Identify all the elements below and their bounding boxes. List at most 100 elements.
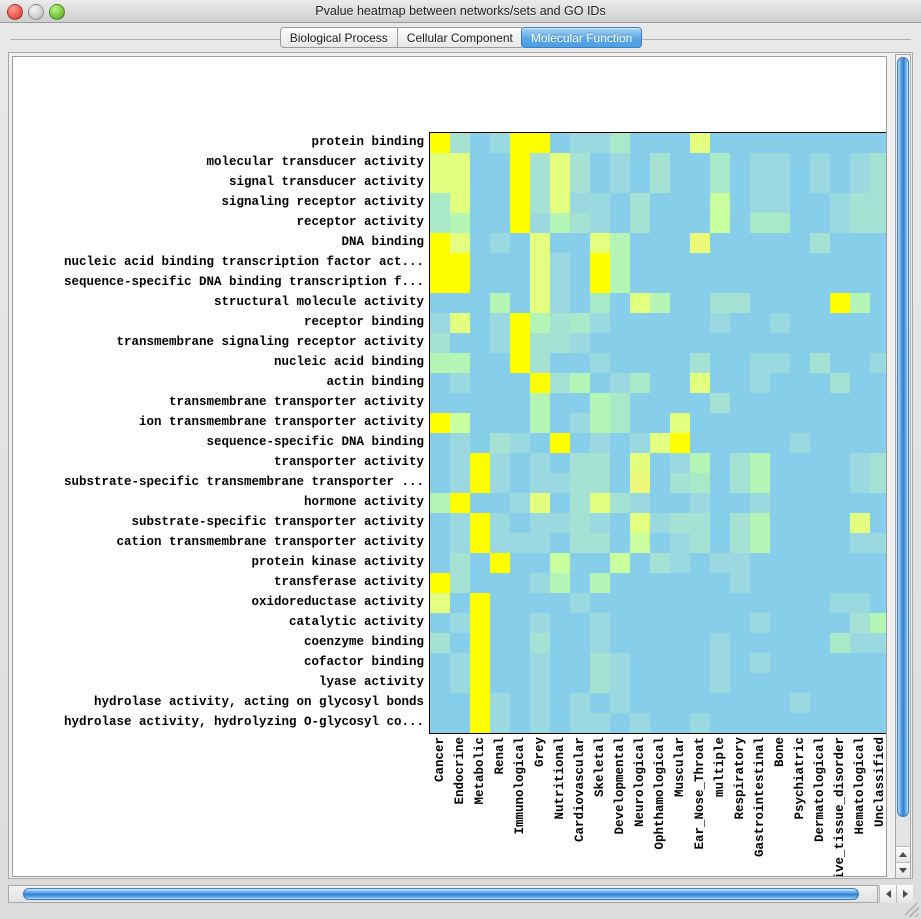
heatmap-cell[interactable] — [570, 433, 590, 453]
heatmap-cell[interactable] — [650, 553, 670, 573]
heatmap-cell[interactable] — [610, 313, 630, 333]
heatmap-cell[interactable] — [570, 573, 590, 593]
heatmap-cell[interactable] — [610, 293, 630, 313]
heatmap-cell[interactable] — [610, 573, 630, 593]
heatmap-cell[interactable] — [510, 173, 530, 193]
heatmap-cell[interactable] — [850, 253, 870, 273]
heatmap-cell[interactable] — [830, 533, 850, 553]
heatmap-cell[interactable] — [750, 593, 770, 613]
heatmap-cell[interactable] — [510, 553, 530, 573]
heatmap-cell[interactable] — [590, 233, 610, 253]
heatmap-cell[interactable] — [730, 473, 750, 493]
heatmap-cell[interactable] — [730, 613, 750, 633]
heatmap-cell[interactable] — [810, 513, 830, 533]
heatmap-cell[interactable] — [670, 453, 690, 473]
heatmap-cell[interactable] — [650, 373, 670, 393]
heatmap-cell[interactable] — [650, 453, 670, 473]
heatmap-cell[interactable] — [750, 393, 770, 413]
heatmap-cell[interactable] — [530, 693, 550, 713]
heatmap-cell[interactable] — [630, 633, 650, 653]
heatmap-cell[interactable] — [750, 273, 770, 293]
heatmap-cell[interactable] — [830, 513, 850, 533]
heatmap-cell[interactable] — [610, 513, 630, 533]
heatmap-cell[interactable] — [750, 473, 770, 493]
heatmap-cell[interactable] — [670, 273, 690, 293]
heatmap-cell[interactable] — [470, 133, 490, 153]
heatmap-cell[interactable] — [590, 213, 610, 233]
heatmap-cell[interactable] — [590, 513, 610, 533]
heatmap-cell[interactable] — [670, 313, 690, 333]
heatmap-cell[interactable] — [630, 513, 650, 533]
heatmap-cell[interactable] — [850, 633, 870, 653]
heatmap-cell[interactable] — [750, 333, 770, 353]
heatmap-cell[interactable] — [690, 353, 710, 373]
heatmap-cell[interactable] — [570, 133, 590, 153]
heatmap-cell[interactable] — [710, 453, 730, 473]
heatmap-cell[interactable] — [750, 233, 770, 253]
heatmap-cell[interactable] — [870, 213, 886, 233]
heatmap-cell[interactable] — [490, 433, 510, 453]
heatmap-cell[interactable] — [510, 193, 530, 213]
heatmap-cell[interactable] — [530, 213, 550, 233]
heatmap-cell[interactable] — [810, 213, 830, 233]
heatmap-cell[interactable] — [850, 233, 870, 253]
heatmap-cell[interactable] — [690, 433, 710, 453]
heatmap-cell[interactable] — [710, 653, 730, 673]
heatmap-cell[interactable] — [730, 433, 750, 453]
heatmap-cell[interactable] — [610, 193, 630, 213]
heatmap-cell[interactable] — [850, 133, 870, 153]
heatmap-cell[interactable] — [810, 153, 830, 173]
heatmap-cell[interactable] — [670, 433, 690, 453]
heatmap-cell[interactable] — [450, 393, 470, 413]
heatmap-cell[interactable] — [870, 393, 886, 413]
heatmap-cell[interactable] — [670, 713, 690, 733]
heatmap-cell[interactable] — [610, 373, 630, 393]
heatmap-cell[interactable] — [810, 713, 830, 733]
heatmap-cell[interactable] — [470, 413, 490, 433]
heatmap-cell[interactable] — [830, 393, 850, 413]
heatmap-cell[interactable] — [650, 493, 670, 513]
heatmap-cell[interactable] — [530, 373, 550, 393]
heatmap-cell[interactable] — [450, 433, 470, 453]
heatmap-cell[interactable] — [730, 553, 750, 573]
heatmap-cell[interactable] — [530, 233, 550, 253]
heatmap-cell[interactable] — [430, 653, 450, 673]
heatmap-cell[interactable] — [510, 313, 530, 333]
heatmap-cell[interactable] — [730, 233, 750, 253]
heatmap-cell[interactable] — [490, 533, 510, 553]
heatmap-cell[interactable] — [590, 253, 610, 273]
heatmap-cell[interactable] — [810, 693, 830, 713]
heatmap-cell[interactable] — [430, 393, 450, 413]
heatmap-cell[interactable] — [470, 473, 490, 493]
heatmap-cell[interactable] — [490, 233, 510, 253]
heatmap-cell[interactable] — [570, 393, 590, 413]
heatmap-cell[interactable] — [870, 633, 886, 653]
heatmap-cell[interactable] — [590, 433, 610, 453]
heatmap-cell[interactable] — [770, 193, 790, 213]
heatmap-cell[interactable] — [710, 413, 730, 433]
heatmap-cell[interactable] — [610, 633, 630, 653]
heatmap-cell[interactable] — [870, 273, 886, 293]
heatmap-cell[interactable] — [510, 693, 530, 713]
heatmap-cell[interactable] — [730, 713, 750, 733]
heatmap-cell[interactable] — [710, 513, 730, 533]
heatmap-cell[interactable] — [750, 533, 770, 553]
heatmap-cell[interactable] — [770, 713, 790, 733]
heatmap-cell[interactable] — [430, 613, 450, 633]
heatmap-cell[interactable] — [750, 253, 770, 273]
heatmap-cell[interactable] — [790, 673, 810, 693]
heatmap-cell[interactable] — [810, 553, 830, 573]
heatmap-cell[interactable] — [430, 233, 450, 253]
heatmap-cell[interactable] — [670, 593, 690, 613]
heatmap-cell[interactable] — [630, 573, 650, 593]
heatmap-cell[interactable] — [670, 373, 690, 393]
heatmap-cell[interactable] — [550, 573, 570, 593]
heatmap-cell[interactable] — [630, 673, 650, 693]
heatmap-cell[interactable] — [730, 593, 750, 613]
heatmap-cell[interactable] — [650, 713, 670, 733]
heatmap-cell[interactable] — [450, 333, 470, 353]
heatmap-cell[interactable] — [450, 273, 470, 293]
heatmap-cell[interactable] — [570, 653, 590, 673]
heatmap-cell[interactable] — [710, 693, 730, 713]
heatmap-cell[interactable] — [870, 493, 886, 513]
